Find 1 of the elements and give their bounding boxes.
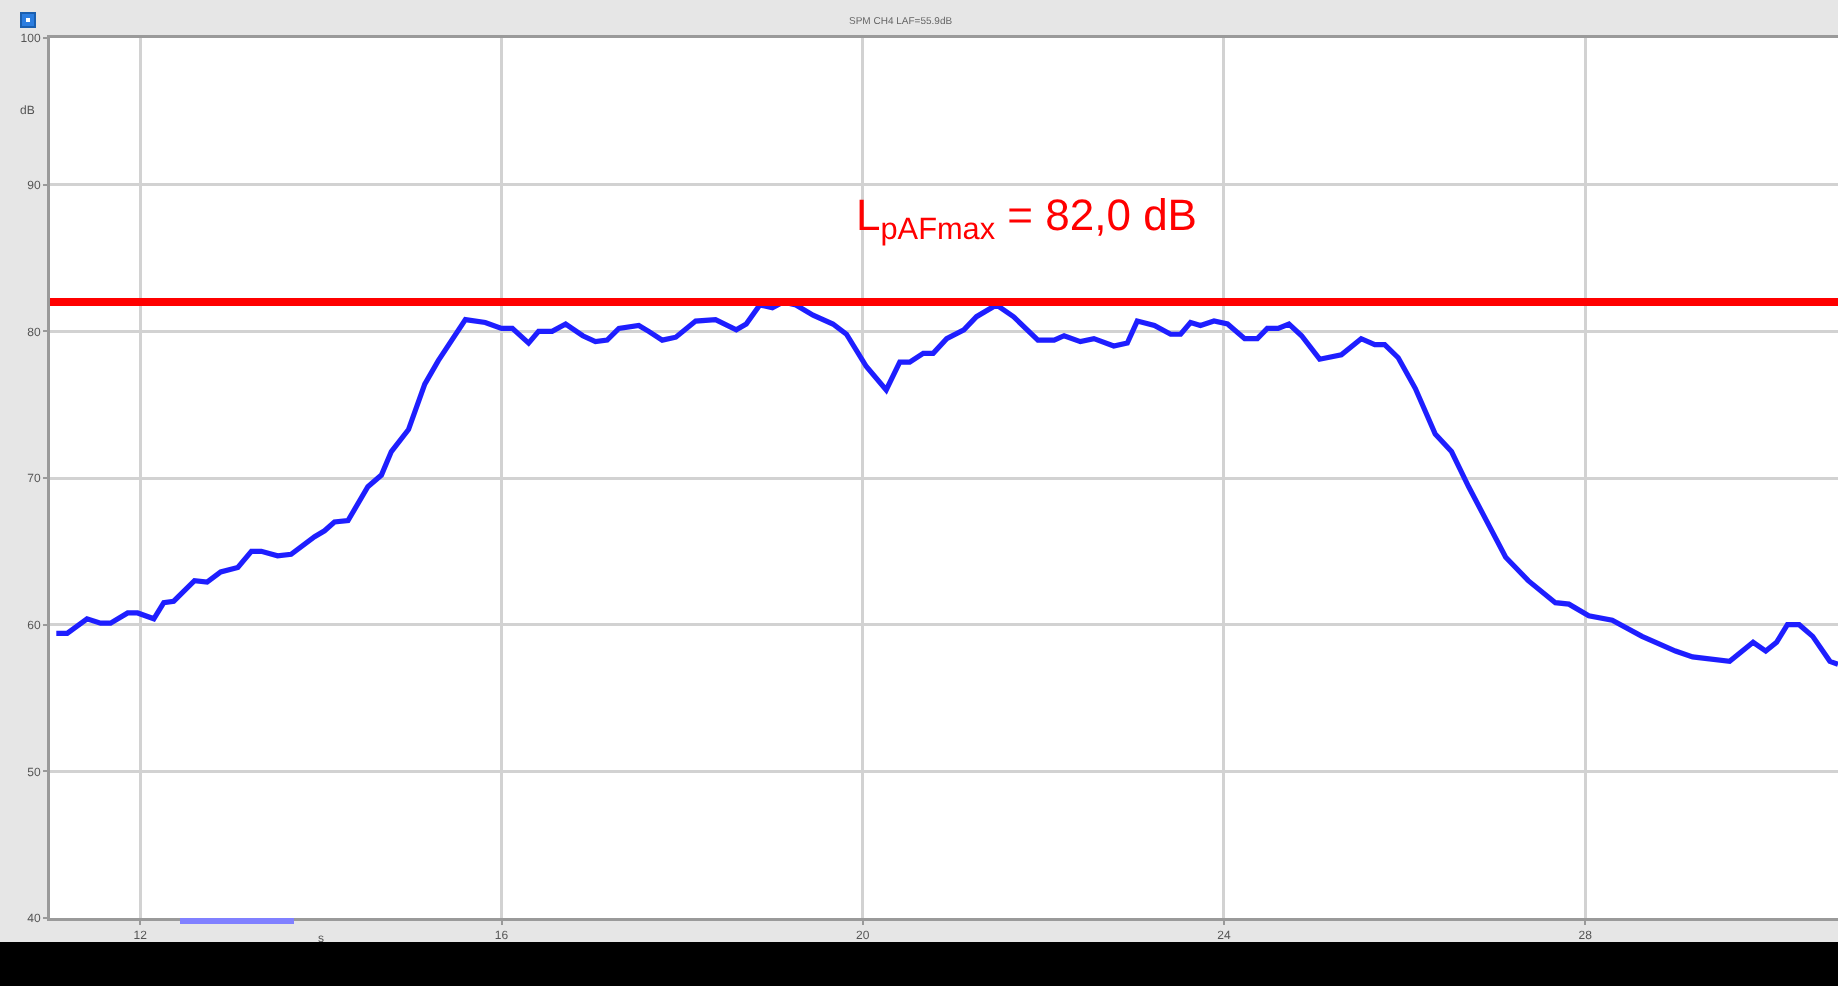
ref-line-label: L$_{pAFmax}$ = 82,0 dB (856, 190, 1197, 248)
